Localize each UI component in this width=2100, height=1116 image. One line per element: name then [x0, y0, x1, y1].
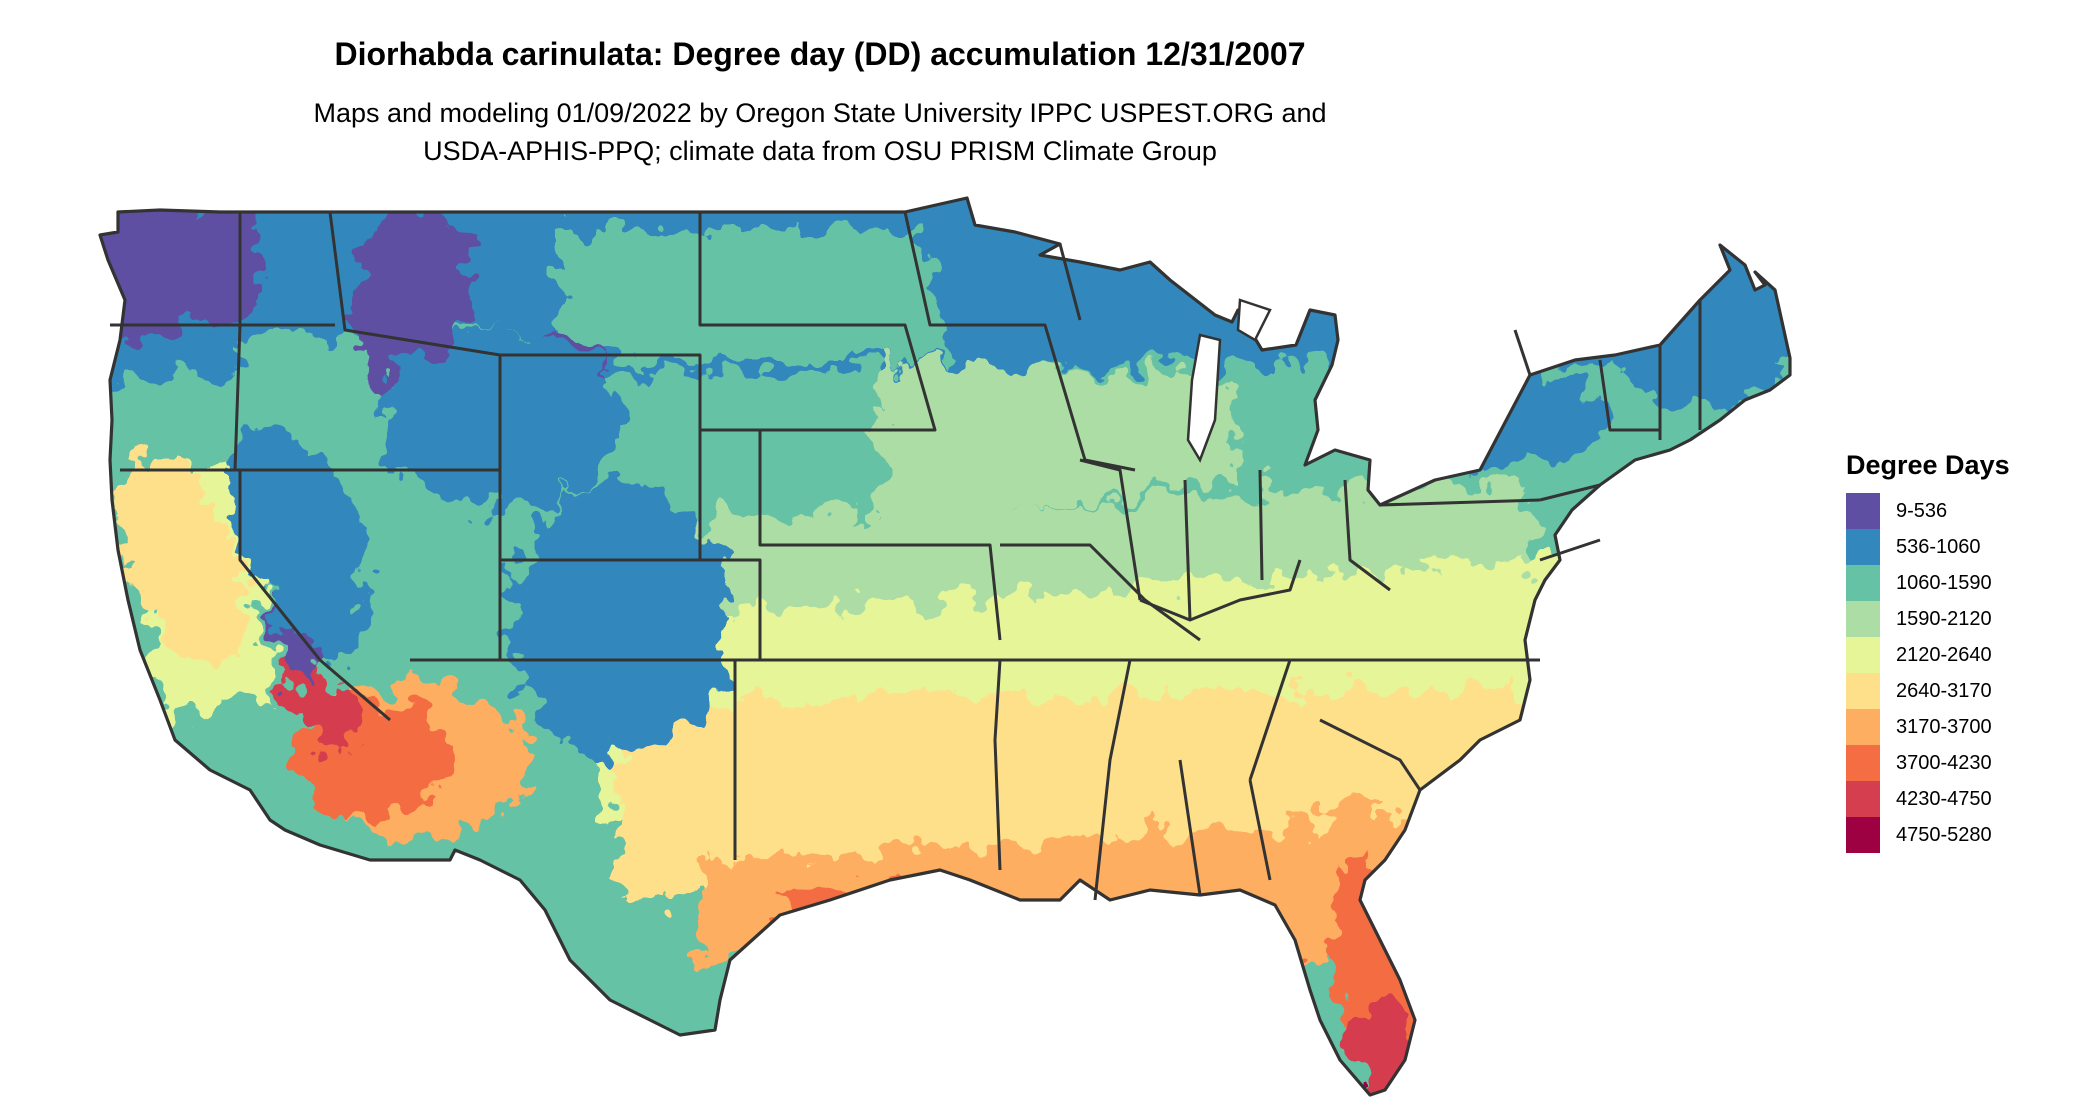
legend-swatch [1846, 781, 1880, 817]
legend: Degree Days 9-536 536-1060 1060-1590 1590-2… [1846, 450, 2010, 853]
legend-swatch [1846, 493, 1880, 529]
legend-item: 2120-2640 [1846, 637, 2010, 673]
zone-1 [510, 480, 730, 760]
legend-item: 1060-1590 [1846, 565, 2010, 601]
legend-label: 2640-3170 [1896, 679, 1992, 702]
legend-label: 2120-2640 [1896, 643, 1992, 666]
map-subtitle: Maps and modeling 01/09/2022 by Oregon S… [0, 94, 1640, 170]
legend-item: 536-1060 [1846, 529, 2010, 565]
legend-swatch [1846, 709, 1880, 745]
legend-item: 4750-5280 [1846, 817, 2010, 853]
zone-3 [880, 360, 1240, 520]
great-lakes [1186, 298, 1272, 463]
legend-label: 9-536 [1896, 499, 1948, 522]
subtitle-line-2: USDA-APHIS-PPQ; climate data from OSU PR… [423, 136, 1217, 166]
legend-label: 3170-3700 [1896, 715, 1992, 738]
zone-1 [990, 240, 1310, 360]
zone-5 [116, 454, 244, 666]
legend-item: 9-536 [1846, 493, 2010, 529]
legend-label: 1590-2120 [1896, 607, 1992, 630]
legend-swatch [1846, 817, 1880, 853]
legend-item: 2640-3170 [1846, 673, 2010, 709]
zone-7 [780, 880, 960, 1010]
legend-swatch [1846, 637, 1880, 673]
legend-swatch [1846, 601, 1880, 637]
zone-1 [1390, 370, 1610, 470]
degree-day-zones [100, 198, 1790, 1095]
legend-item: 1590-2120 [1846, 601, 2010, 637]
legend-label: 3700-4230 [1896, 751, 1992, 774]
zone-2 [560, 230, 950, 360]
legend-label: 4750-5280 [1896, 823, 1992, 846]
legend-label: 4230-4750 [1896, 787, 1992, 810]
zone-1 [230, 425, 370, 655]
legend-title: Degree Days [1846, 450, 2010, 480]
zone-8 [840, 980, 920, 1040]
legend-item: 3170-3700 [1846, 709, 2010, 745]
map-title: Diorhabda carinulata: Degree day (DD) ac… [334, 36, 1306, 72]
legend-swatch [1846, 745, 1880, 781]
legend-item: 3700-4230 [1846, 745, 2010, 781]
legend-item: 4230-4750 [1846, 781, 2010, 817]
legend-label: 536-1060 [1896, 535, 1981, 558]
legend-swatch [1846, 529, 1880, 565]
state-borders [110, 211, 1702, 901]
legend-rows: 9-536 536-1060 1060-1590 1590-2120 2120-2640… [1846, 493, 2010, 853]
legend-swatch [1846, 673, 1880, 709]
legend-swatch [1846, 565, 1880, 601]
legend-label: 1060-1590 [1896, 571, 1992, 594]
subtitle-line-1: Maps and modeling 01/09/2022 by Oregon S… [313, 98, 1327, 128]
